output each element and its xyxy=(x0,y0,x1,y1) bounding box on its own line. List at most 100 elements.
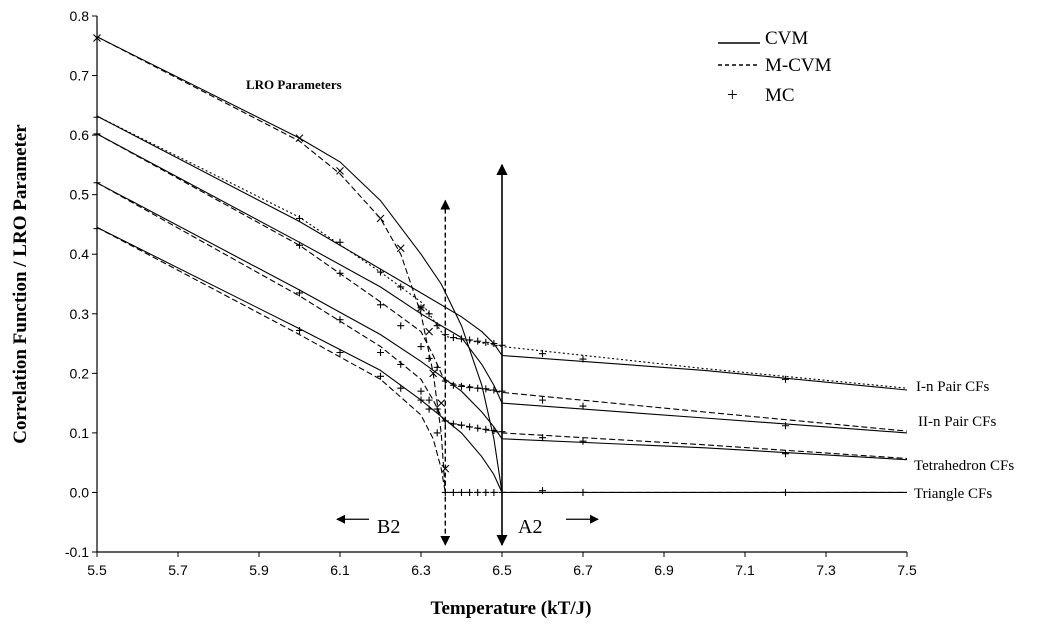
data-point xyxy=(425,396,433,404)
data-point xyxy=(449,488,457,496)
data-point xyxy=(336,238,344,246)
data-point xyxy=(296,241,303,249)
x-tick-label: 7.3 xyxy=(816,562,836,578)
x-axis-title: Temperature (kT/J) xyxy=(431,598,592,619)
data-point xyxy=(579,402,587,410)
data-point xyxy=(458,488,465,496)
x-tick-label: 5.7 xyxy=(168,562,188,578)
series-line-ii-n-pair-cfs-cvm xyxy=(96,133,908,434)
data-point xyxy=(417,387,425,395)
axes xyxy=(92,15,908,557)
y-tick-label: 0.7 xyxy=(70,68,90,84)
y-tick-label: 0.0 xyxy=(70,484,90,500)
x-tick-label: 7.5 xyxy=(897,562,917,578)
data-point xyxy=(782,422,789,430)
data-point xyxy=(425,405,433,413)
data-point xyxy=(466,488,474,496)
data-point xyxy=(437,399,446,407)
data-point xyxy=(782,450,789,458)
series-markers-triangle-cfs-mc xyxy=(93,225,789,496)
curve-label-ii-n-pair: II-n Pair CFs xyxy=(918,414,996,430)
data-point xyxy=(449,334,457,342)
data-point xyxy=(397,322,405,330)
tick-labels: -0.1 0.0 0.1 0.2 0.3 0.4 0.5 0.6 0.7 0.8 5.5 5.7 5.9… xyxy=(65,8,917,578)
data-point xyxy=(296,326,303,334)
data-point xyxy=(466,336,474,344)
x-tick-label: 5.5 xyxy=(87,562,107,578)
x-tick-label: 6.7 xyxy=(573,562,593,578)
curve-labels: I-n Pair CFs II-n Pair CFs Tetrahedron C… xyxy=(914,379,1014,502)
data-point xyxy=(336,348,344,356)
series-line-tetrahedron-cfs-cvm xyxy=(96,182,908,461)
data-point xyxy=(397,283,405,291)
data-point xyxy=(474,384,482,392)
data-point xyxy=(474,424,482,432)
data-point xyxy=(417,343,425,351)
data-point xyxy=(466,384,474,392)
data-point xyxy=(296,289,303,297)
data-point xyxy=(539,396,546,404)
data-point xyxy=(377,348,384,356)
series-line-lro-m-cvm xyxy=(96,36,446,493)
x-tick-label: 7.1 xyxy=(735,562,755,578)
phase-region-arrows: B2 A2 xyxy=(336,163,599,546)
data-point xyxy=(579,488,587,496)
data-point xyxy=(417,304,425,312)
data-point xyxy=(539,487,546,495)
a2-label: A2 xyxy=(518,516,542,538)
x-tick-label: 6.5 xyxy=(492,562,512,578)
data-point xyxy=(425,354,433,362)
x-tick-label: 6.9 xyxy=(654,562,674,578)
data-point xyxy=(425,327,433,336)
data-point xyxy=(377,301,384,309)
y-tick-label: 0.2 xyxy=(70,365,90,381)
data-point xyxy=(336,316,344,324)
data-point xyxy=(296,214,303,222)
x-tick-label: 5.9 xyxy=(249,562,269,578)
data-point xyxy=(579,355,587,363)
curve-label-tetrahedron: Tetrahedron CFs xyxy=(914,458,1014,474)
data-point xyxy=(433,405,441,413)
series-line-lro-cvm xyxy=(96,36,503,493)
data-point xyxy=(466,423,474,431)
data-point xyxy=(295,134,304,142)
data-point xyxy=(474,337,482,345)
data-point xyxy=(376,214,385,223)
data-point xyxy=(336,269,344,277)
curve-label-triangle: Triangle CFs xyxy=(914,486,992,502)
data-point xyxy=(425,310,433,318)
data-point xyxy=(397,360,405,368)
data-point xyxy=(336,166,344,175)
y-tick-label: 0.6 xyxy=(70,127,90,143)
series-line-triangle-cfs-m-cvm xyxy=(96,226,907,493)
data-point xyxy=(377,372,384,380)
data-point xyxy=(396,244,405,253)
y-tick-label: -0.1 xyxy=(65,544,89,560)
data-point xyxy=(474,488,482,496)
legend: CVM M-CVM + MC xyxy=(718,28,832,106)
y-axis-title: Correlation Function / LRO Parameter xyxy=(10,124,31,444)
series-markers-i-n-pair-cfs-mc xyxy=(93,113,789,383)
lro-parameters-label: LRO Parameters xyxy=(246,77,342,92)
y-tick-label: 0.3 xyxy=(70,306,90,322)
data-point xyxy=(782,488,789,496)
data-point xyxy=(458,335,465,343)
data-point xyxy=(482,338,490,346)
data-point xyxy=(397,384,405,392)
y-tick-label: 0.8 xyxy=(70,8,90,24)
series-markers-tetrahedron-cfs-mc xyxy=(93,179,789,458)
x-tick-label: 6.1 xyxy=(330,562,350,578)
data-point xyxy=(782,375,789,383)
series-markers-ii-n-pair-cfs-mc xyxy=(93,130,789,430)
data-point xyxy=(482,425,490,433)
data-point xyxy=(417,396,425,404)
data-point xyxy=(458,382,465,390)
curve-label-i-n-pair: I-n Pair CFs xyxy=(916,379,990,395)
y-tick-label: 0.4 xyxy=(70,246,90,262)
data-point xyxy=(482,385,490,393)
data-point xyxy=(490,386,498,394)
b2-label: B2 xyxy=(377,516,400,538)
legend-mc-symbol: + xyxy=(727,85,738,106)
data-point xyxy=(458,421,465,429)
x-tick-label: 6.3 xyxy=(411,562,431,578)
